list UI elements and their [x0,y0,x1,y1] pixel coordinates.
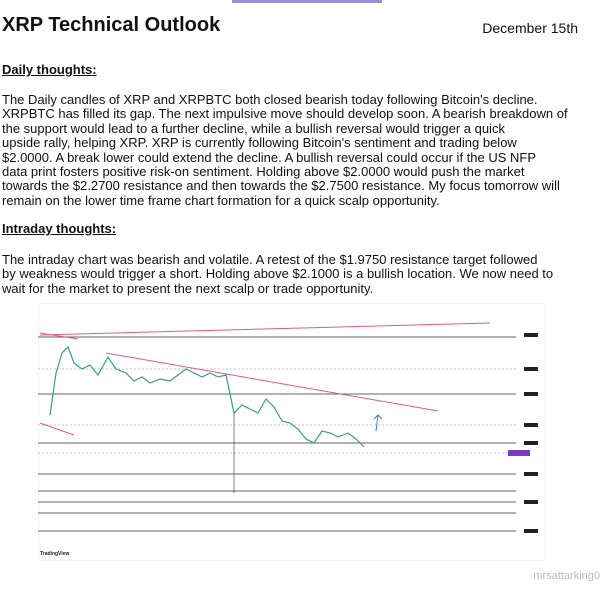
paragraph-line: towards the $2.2700 resistance and then … [2,178,560,194]
paragraph-line: wait for the market to present the next … [2,280,374,296]
section-heading: Intraday thoughts: [2,221,117,236]
watermark: mrsattarking0 [533,570,600,582]
chart-image: TradingView [38,303,546,561]
top-bar [232,0,382,3]
paragraph-line: upside rally, helping XRP. XRP is curren… [2,135,517,151]
paragraph-line: The Daily candles of XRP and XRPBTC both… [2,92,538,107]
paragraph-line: XRPBTC has filled its gap. The next impu… [2,106,568,122]
paragraph-line: by weakness would trigger a short. Holdi… [2,266,554,282]
paragraph-line: data print fosters positive risk‑on sent… [2,164,525,179]
price-line [49,345,365,448]
paragraph-line: the support would lead to a further decl… [2,120,505,136]
section-heading: Daily thoughts: [2,62,97,77]
paragraph-line: $2.0000. A break lower could extend the … [2,149,537,165]
paragraph-line: The intraday chart was bearish and volat… [2,252,538,267]
date: December 15th [482,20,578,36]
paragraph-line: remain on the lower time frame chart for… [2,192,440,208]
chart-brand: TradingView [40,551,69,557]
title: XRP Technical Outlook [2,14,221,36]
